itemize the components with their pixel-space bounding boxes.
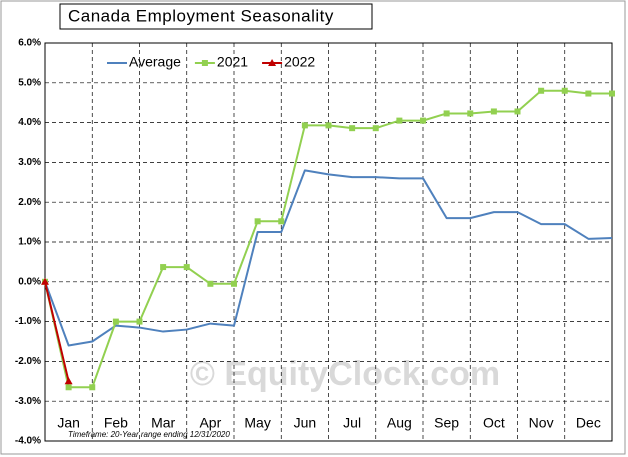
y-tick-label: -2.0% [15,356,41,367]
x-tick-label: Dec [576,415,601,431]
marker [160,264,167,271]
y-tick-label: -4.0% [15,436,41,447]
y-tick-label: -1.0% [15,316,41,327]
marker [349,125,356,132]
y-tick-label: -3.0% [15,396,41,407]
marker [254,218,261,225]
footnote: Timeframe: 20-Year range ending 12/31/20… [68,430,230,439]
marker [183,264,190,271]
marker [443,110,450,117]
chart-title: Canada Employment Seasonality [68,6,334,25]
y-tick-label: 2.0% [18,197,41,208]
x-tick-label: Jan [57,415,80,431]
x-tick-label: Jun [294,415,317,431]
marker [65,384,72,391]
y-tick-label: 6.0% [18,38,41,49]
plot: -4.0% -3.0% -2.0% -1.0% 0.0% 1.0% 2.0% 3.0% 4.0%… [15,38,615,447]
marker [420,117,426,124]
y-tick-label: 4.0% [18,117,41,128]
y-tick-label: 3.0% [18,157,41,168]
marker [136,318,143,325]
marker [490,108,497,115]
marker [396,117,403,124]
legend-label: 2022 [284,54,315,70]
y-tick-label: 1.0% [18,237,41,248]
x-tick-label: Jul [343,415,361,431]
marker [372,125,379,132]
marker [585,90,592,97]
x-tick-label: Apr [199,415,221,431]
watermark: © EquityClock.com [190,355,500,393]
legend-marker [268,59,277,66]
marker [64,377,73,385]
marker [112,318,119,325]
legend-marker [201,60,208,66]
marker [561,87,568,94]
x-tick-label: Nov [529,415,554,431]
marker [301,122,308,129]
y-tick-label: 5.0% [18,77,41,88]
y-tick-label: 0.0% [18,276,41,287]
title-box [59,3,373,30]
marker [325,122,332,129]
marker [207,280,214,287]
marker [467,110,474,117]
marker [514,108,521,115]
marker [278,218,285,225]
x-tick-label: May [244,415,270,431]
marker [41,277,49,285]
marker [538,87,545,94]
marker [609,90,615,97]
x-tick-label: Oct [483,415,505,431]
marker [231,280,237,287]
x-tick-label: Aug [387,415,412,431]
x-tick-label: Mar [151,415,175,431]
series-line [44,169,613,347]
series-line [44,281,70,382]
x-tick-label: Sep [434,415,459,431]
legend-label: Average [129,54,181,70]
marker [89,384,96,391]
legend-label: 2021 [217,54,248,70]
x-tick-label: Feb [104,415,128,431]
